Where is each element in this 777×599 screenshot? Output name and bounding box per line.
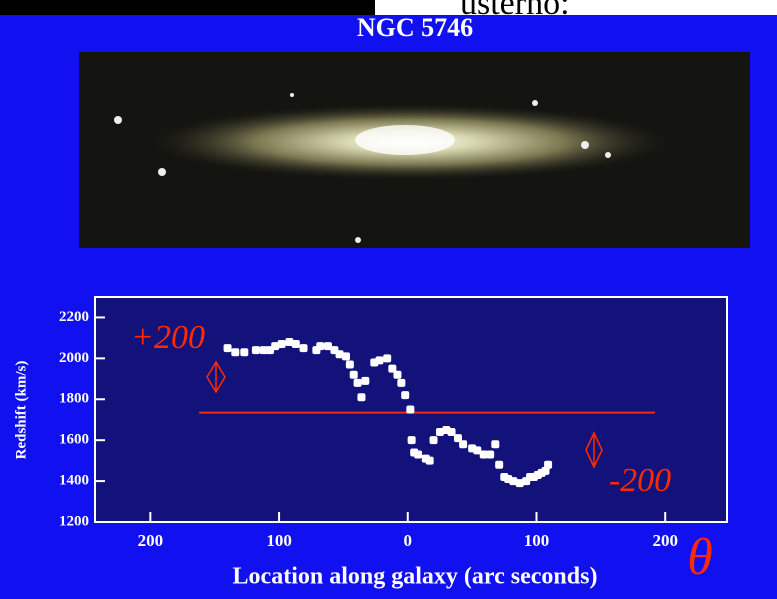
data-point <box>223 344 232 353</box>
data-point <box>541 466 550 475</box>
y-tick-label: 1800 <box>59 391 89 407</box>
data-point <box>435 428 444 436</box>
cut-text: usterno: <box>460 0 570 22</box>
data-point <box>393 370 402 379</box>
y-tick-label: 1600 <box>59 432 89 448</box>
data-point <box>285 338 294 346</box>
data-point <box>383 354 392 363</box>
x-tick-label: 100 <box>266 531 292 550</box>
data-point <box>473 446 482 455</box>
data-point <box>509 477 518 486</box>
annotation: -200 <box>609 462 671 499</box>
arrows <box>206 360 603 469</box>
stars <box>114 93 611 243</box>
data-point <box>375 356 384 365</box>
data-point <box>345 360 354 369</box>
y-tick-label: 2000 <box>59 350 89 366</box>
data-point <box>515 479 524 488</box>
y-axis-label: Redshift (km/s) <box>13 361 29 460</box>
data-point <box>429 436 438 445</box>
annotation: +200 <box>131 319 205 356</box>
data-point <box>231 348 240 357</box>
data-point <box>453 434 462 443</box>
data-point <box>388 364 397 373</box>
data-point <box>401 391 410 400</box>
data-point <box>335 350 344 359</box>
y-tick-label: 1200 <box>59 513 89 529</box>
y-tick-label: 1400 <box>59 473 89 489</box>
data-point <box>406 405 415 414</box>
data-point <box>271 342 280 351</box>
data-point <box>277 340 286 349</box>
data-point <box>251 346 260 355</box>
data-point <box>544 460 553 469</box>
chart-title: NGC 5746 <box>357 13 473 42</box>
data-point <box>357 393 366 402</box>
top-white <box>375 0 777 15</box>
data-point <box>495 460 504 469</box>
data-point <box>341 352 350 361</box>
galaxy-core <box>355 125 455 155</box>
data-point <box>407 436 416 445</box>
data-point <box>259 346 268 355</box>
data-point <box>414 450 423 459</box>
x-tick-label: 200 <box>138 531 164 550</box>
data-point <box>486 450 495 459</box>
annotation: θ <box>687 529 713 586</box>
data-point <box>425 456 434 465</box>
data-point <box>349 370 358 379</box>
top-bar <box>0 0 375 15</box>
data-point <box>479 450 488 459</box>
data-point <box>361 376 370 385</box>
x-tick-label: 100 <box>524 531 550 550</box>
x-axis-label: Location along galaxy (arc seconds) <box>233 564 598 590</box>
x-tick-label: 200 <box>652 531 678 550</box>
data-point <box>323 342 332 351</box>
data-point <box>447 428 456 436</box>
data-point <box>240 348 249 357</box>
y-tick-label: 2200 <box>59 309 89 325</box>
data-point <box>491 440 500 449</box>
data-point <box>299 344 308 353</box>
x-tick-label: 0 <box>404 531 413 550</box>
data-point <box>459 440 468 449</box>
data-point <box>353 378 362 387</box>
data-point <box>316 342 325 351</box>
data-point <box>397 378 406 387</box>
data-point <box>291 340 300 349</box>
